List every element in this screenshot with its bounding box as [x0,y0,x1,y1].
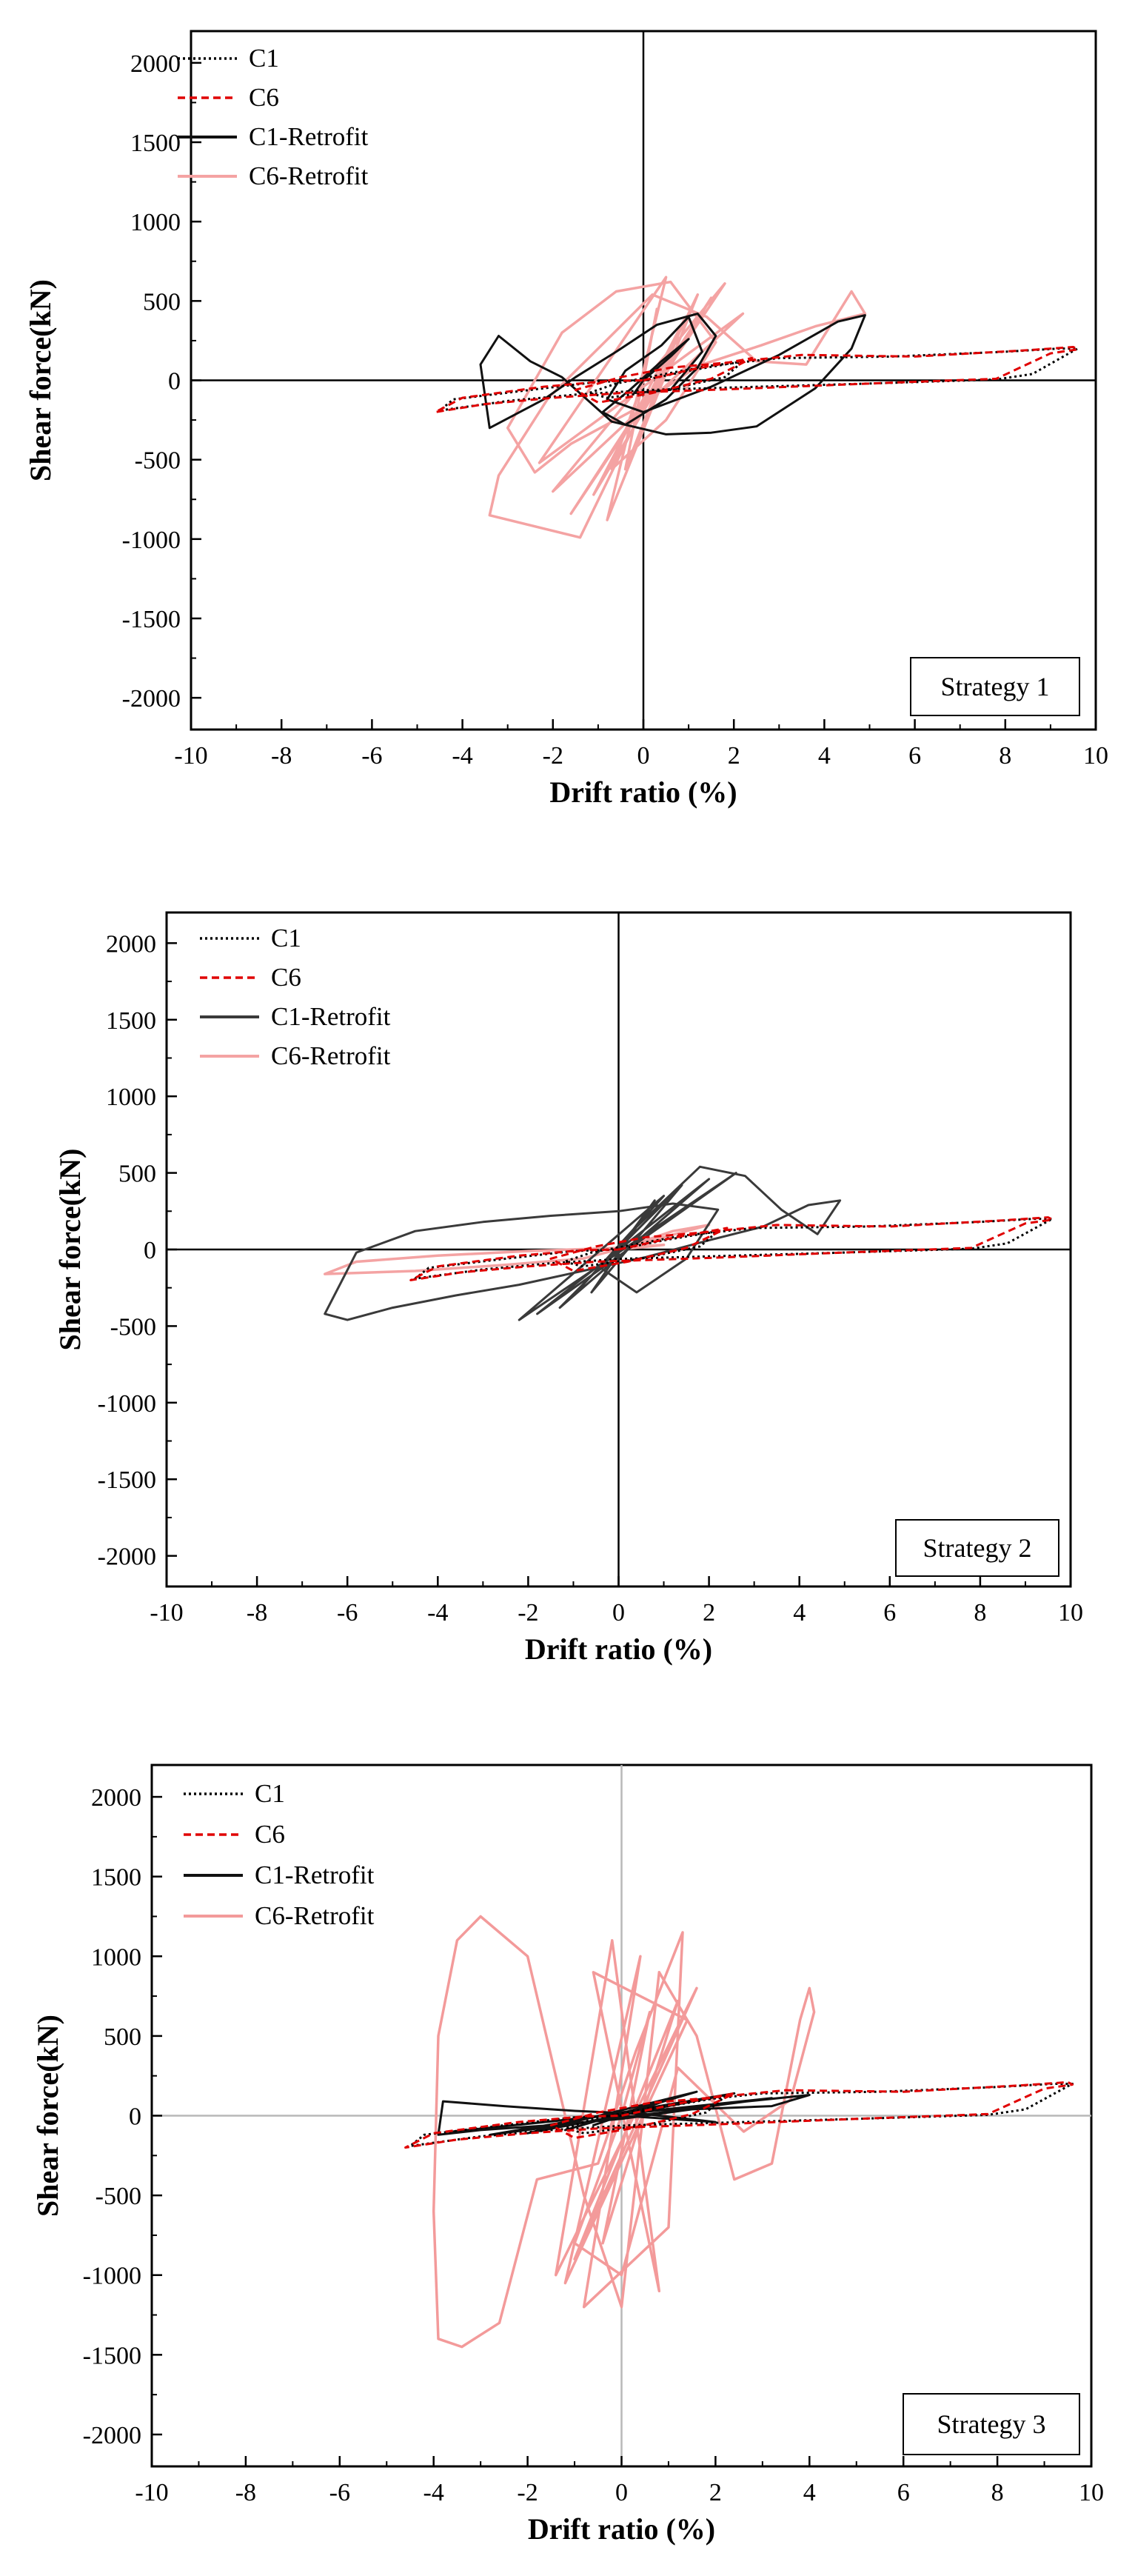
chart-panel-strategy-3: -10 -8 -6 -4 -2 0 2 4 6 8 10 2000 1500 1000 500 0 -500 -1… [31,1764,1104,2546]
x-tick-label: -6 [337,1599,358,1626]
x-tick-label: 2 [709,2479,722,2506]
legend-label: C1-Retrofit [255,1861,375,1889]
legend-label: C6 [255,1820,285,1849]
y-axis-label: Shear force(kN) [31,2015,64,2217]
strategy-box [895,1519,1059,1577]
y-tick-label: -1000 [98,1390,156,1418]
x-tick-label: 8 [991,2479,1004,2506]
y-tick-label: 1000 [130,209,181,236]
y-tick-label: -500 [135,447,181,475]
y-tick-label: 1500 [91,1864,141,1892]
y-tick-label: -1500 [83,2342,141,2369]
y-tick-label: -500 [96,2183,141,2210]
x-tick-label: -2 [543,742,563,770]
x-tick-label: -6 [361,742,382,770]
x-tick-label: 0 [612,1599,625,1626]
x-tick-label: 4 [818,742,831,770]
y-axis-label: Shear force(kN) [24,279,57,481]
x-tick-label: -2 [518,1599,538,1626]
y-tick-label: 0 [168,368,181,396]
y-tick-label: 2000 [130,50,181,78]
legend-label: C1-Retrofit [249,122,369,151]
series-line-c6 [409,1216,1054,1281]
x-tick-label: -10 [135,2479,168,2506]
y-tick-label: 500 [143,288,181,316]
series-line-c1-retrofit [324,1165,842,1321]
x-tick-label: -10 [150,1599,183,1626]
x-tick-label: 4 [793,1599,806,1626]
series-line-c1-retrofit [437,2090,811,2136]
x-tick-label: 10 [1058,1599,1083,1626]
x-tick-label: 6 [883,1599,896,1626]
y-tick-label: -1000 [83,2263,141,2290]
x-axis-label: Drift ratio (%) [525,1632,712,1666]
x-tick-label: 6 [908,742,921,770]
x-tick-label: 2 [703,1599,715,1626]
legend-label: C6 [249,83,279,112]
x-tick-label: 0 [637,742,650,770]
strategy-box [903,2393,1080,2455]
strategy-label: Strategy 1 [941,672,1050,701]
x-tick-label: -4 [452,742,472,770]
series-line-c1 [438,347,1079,412]
legend-label: C1 [271,924,301,952]
x-tick-label: 0 [615,2479,628,2506]
legend-label: C1-Retrofit [271,1002,391,1031]
chart-panel-strategy-2: -10 -8 -6 -4 -2 0 2 4 6 8 10 2000 1500 1000 500 0 -500 -1… [53,911,1083,1666]
y-tick-label: -1500 [122,606,181,633]
x-axis-label: Drift ratio (%) [549,775,737,809]
series-line-c6 [404,2081,1074,2149]
y-tick-label: -1000 [122,527,181,554]
x-tick-label: -8 [247,1599,267,1626]
y-tick-label: 0 [144,1237,156,1264]
y-tick-label: 500 [104,2023,141,2051]
y-tick-label: -1500 [98,1466,156,1494]
x-tick-label: 2 [728,742,740,770]
x-tick-label: -10 [174,742,207,770]
x-tick-label: 6 [897,2479,910,2506]
series-line-c6 [434,346,1079,413]
y-tick-label: 1000 [91,1943,141,1971]
x-tick-label: -4 [427,1599,448,1626]
y-axis-label: Shear force(kN) [53,1149,87,1351]
x-tick-label: -8 [235,2479,256,2506]
y-tick-label: 1500 [130,130,181,157]
series-line-c6-retrofit [432,1915,816,2349]
y-tick-label: 1500 [106,1007,156,1035]
legend-label: C6 [271,963,301,992]
y-tick-label: -2000 [98,1544,156,1571]
y-tick-label: 2000 [106,930,156,958]
x-tick-label: 10 [1083,742,1108,770]
legend-label: C1 [249,44,279,73]
series-line-c6-retrofit [488,276,867,539]
legend-label: C6-Retrofit [255,1901,375,1930]
x-tick-label: -8 [271,742,292,770]
y-tick-label: 500 [118,1161,156,1188]
x-axis-label: Drift ratio (%) [528,2512,715,2546]
y-tick-label: 1000 [106,1084,156,1111]
series-line-c1 [409,2083,1074,2147]
strategy-box [910,657,1080,716]
x-tick-label: -2 [517,2479,538,2506]
strategy-label: Strategy 2 [923,1533,1032,1563]
x-tick-label: -4 [423,2479,444,2506]
y-tick-label: -500 [110,1313,156,1341]
legend-label: C6-Retrofit [249,161,369,190]
series-line-c1 [414,1218,1054,1280]
x-tick-label: 10 [1079,2479,1104,2506]
y-tick-label: -2000 [83,2422,141,2449]
chart-panel-strategy-1: -10 -8 -6 -4 -2 0 2 4 6 8 10 2000 1500 1000 500 0 -500 -1… [24,30,1108,809]
legend-label: C6-Retrofit [271,1041,391,1070]
y-tick-label: -2000 [122,685,181,713]
strategy-label: Strategy 3 [937,2409,1046,2439]
legend-label: C1 [255,1779,285,1808]
x-tick-label: 4 [803,2479,816,2506]
y-tick-label: 2000 [91,1784,141,1812]
x-tick-label: -6 [329,2479,350,2506]
x-tick-label: 8 [974,1599,986,1626]
x-tick-label: 8 [999,742,1011,770]
y-tick-label: 0 [129,2103,141,2131]
